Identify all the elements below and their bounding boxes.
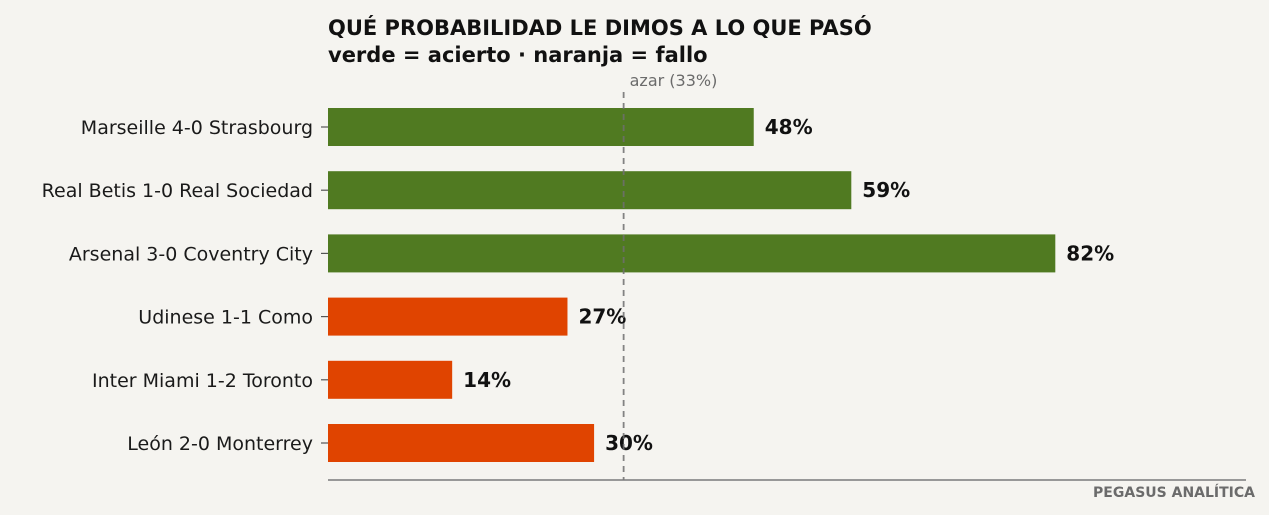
value-label: 30% xyxy=(605,431,653,455)
category-label: Udinese 1-1 Como xyxy=(138,307,313,329)
category-label: Real Betis 1-0 Real Sociedad xyxy=(42,180,313,202)
value-label: 82% xyxy=(1066,241,1114,265)
value-label: 14% xyxy=(463,368,511,392)
category-label: León 2-0 Monterrey xyxy=(127,433,313,455)
value-label: 48% xyxy=(765,115,813,139)
chart-subtitle: verde = acierto · naranja = fallo xyxy=(328,43,708,67)
bar xyxy=(328,424,595,462)
value-label: 27% xyxy=(578,305,626,329)
category-label: Marseille 4-0 Strasbourg xyxy=(81,117,313,139)
chance-reference-label: azar (33%) xyxy=(630,71,718,90)
category-label: Inter Miami 1-2 Toronto xyxy=(92,370,313,392)
value-label: 59% xyxy=(862,178,910,202)
chart-title: QUÉ PROBABILIDAD LE DIMOS A LO QUE PASÓ xyxy=(328,15,872,40)
bar xyxy=(328,297,568,336)
bar xyxy=(328,360,453,399)
bars-layer: Marseille 4-0 Strasbourg 48% Real Betis 1-… xyxy=(42,108,1114,462)
bar xyxy=(328,171,852,210)
source-label: PEGASUS ANALÍTICA xyxy=(1093,484,1255,501)
bar xyxy=(328,234,1056,273)
reference-layer: azar (33%) xyxy=(622,71,718,480)
bar xyxy=(328,108,754,146)
category-label: Arsenal 3-0 Coventry City xyxy=(69,243,313,265)
